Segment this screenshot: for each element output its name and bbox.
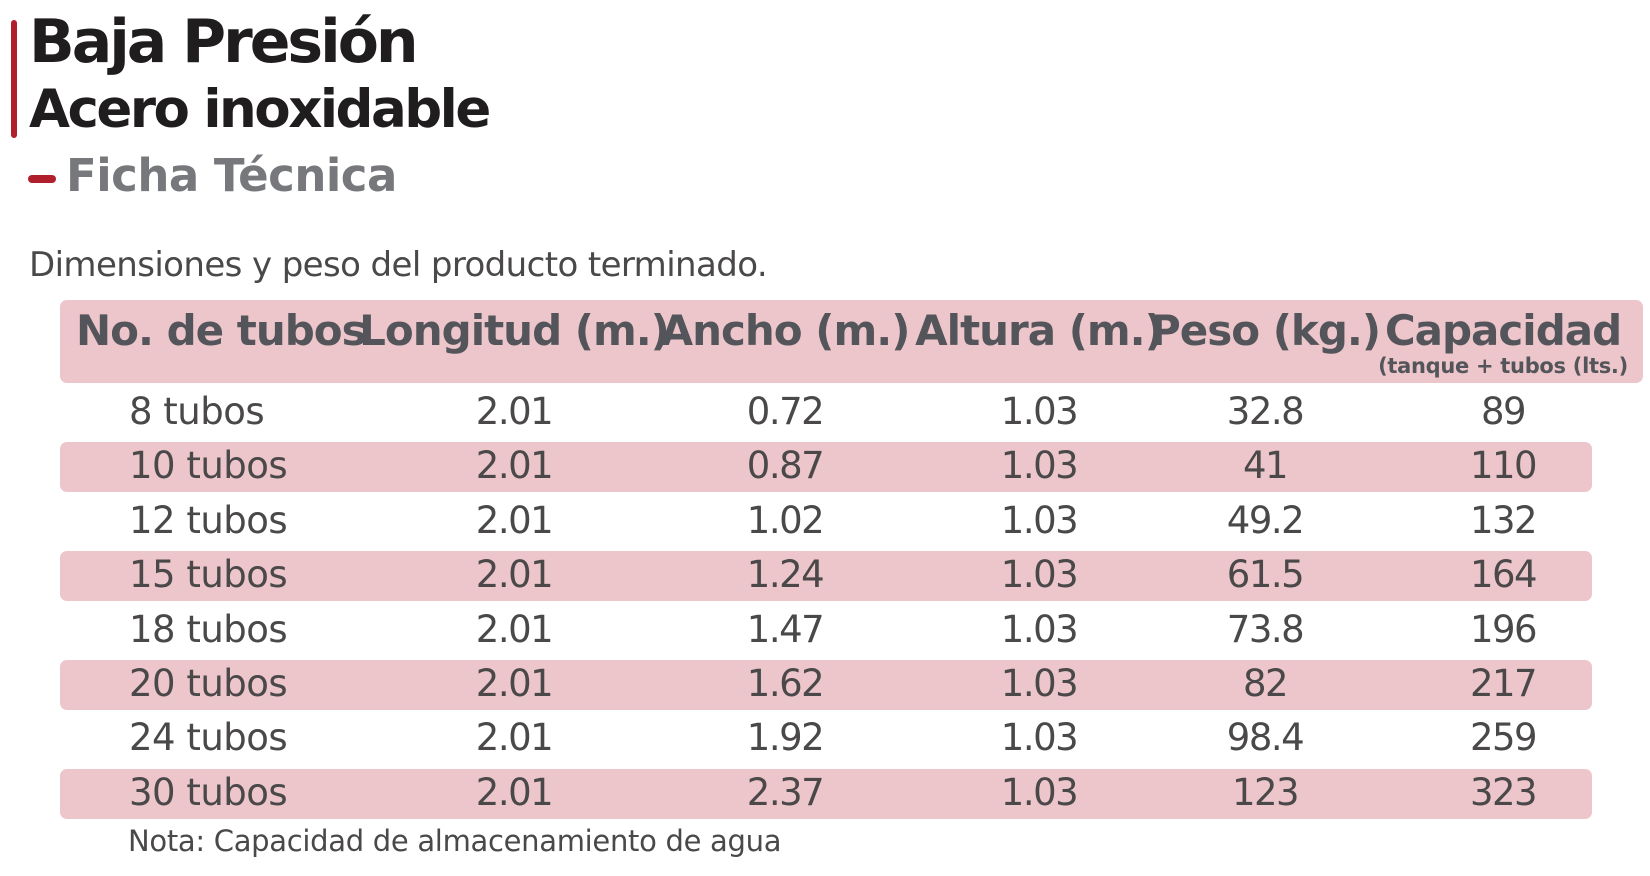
cell-capacity: 89 [1480,390,1527,433]
table-row-band [60,442,1592,493]
cell-length: 2.01 [475,498,554,542]
cell-weight: 41 [1242,444,1289,488]
cell-length: 2.01 [475,390,554,433]
table-header-band [60,300,1643,383]
cell-weight: 73.8 [1226,607,1305,651]
cell-capacity: 132 [1469,498,1538,542]
cell-width: 1.02 [746,498,825,542]
cell-weight: 49.2 [1226,498,1305,542]
column-header-length: Longitud (m.) [359,306,670,355]
cell-height: 1.03 [1000,607,1079,651]
cell-width: 0.87 [746,444,825,488]
cell-width: 1.24 [746,553,825,597]
cell-weight: 82 [1242,662,1289,705]
cell-capacity: 164 [1469,553,1538,597]
cell-tubes: 10 tubos [129,444,288,488]
cell-width: 2.37 [746,770,825,814]
cell-capacity: 217 [1469,662,1538,705]
cell-weight: 123 [1231,770,1300,814]
cell-weight: 98.4 [1226,716,1305,760]
page-title-material: Acero inoxidable [29,79,491,140]
cell-width: 1.62 [746,662,825,705]
page-subtitle: Ficha Técnica [66,149,397,202]
cell-height: 1.03 [1000,770,1079,814]
cell-width: 0.72 [746,390,825,433]
table-row-band [60,660,1592,710]
cell-height: 1.03 [1000,498,1079,542]
table-description: Dimensiones y peso del producto terminad… [29,245,768,285]
subtitle-accent-dash [28,175,56,183]
cell-weight: 61.5 [1226,553,1305,597]
cell-tubes: 30 tubos [129,770,288,814]
cell-height: 1.03 [1000,444,1079,488]
cell-length: 2.01 [475,770,554,814]
cell-capacity: 323 [1469,770,1538,814]
cell-length: 2.01 [475,607,554,651]
column-header-weight: Peso (kg.) [1149,306,1381,355]
cell-width: 1.47 [746,607,825,651]
cell-length: 2.01 [475,553,554,597]
cell-height: 1.03 [1000,390,1079,433]
column-header-tubes: No. de tubos [76,306,367,355]
page-title: Baja Presión [29,7,419,77]
cell-weight: 32.8 [1226,390,1305,433]
table-row-band [60,551,1592,602]
cell-length: 2.01 [475,662,554,705]
cell-tubes: 18 tubos [129,607,288,651]
cell-height: 1.03 [1000,716,1079,760]
cell-length: 2.01 [475,716,554,760]
cell-capacity: 196 [1469,607,1538,651]
cell-tubes: 24 tubos [129,716,288,760]
column-header-width: Ancho (m.) [660,306,911,355]
column-header-capacity: Capacidad [1384,306,1622,355]
column-header-capacity-note: (tanque + tubos (lts.) [1378,354,1628,378]
table-row-band [60,768,1592,819]
cell-tubes: 12 tubos [129,498,288,542]
cell-capacity: 259 [1469,716,1538,760]
cell-height: 1.03 [1000,553,1079,597]
cell-tubes: 20 tubos [129,662,288,705]
cell-length: 2.01 [475,444,554,488]
cell-tubes: 8 tubos [129,390,265,433]
title-accent-bar [11,20,17,138]
column-header-height: Altura (m.) [915,306,1164,355]
table-footnote: Nota: Capacidad de almacenamiento de agu… [128,824,782,858]
cell-height: 1.03 [1000,662,1079,705]
cell-capacity: 110 [1469,444,1538,488]
cell-width: 1.92 [746,716,825,760]
cell-tubes: 15 tubos [129,553,288,597]
